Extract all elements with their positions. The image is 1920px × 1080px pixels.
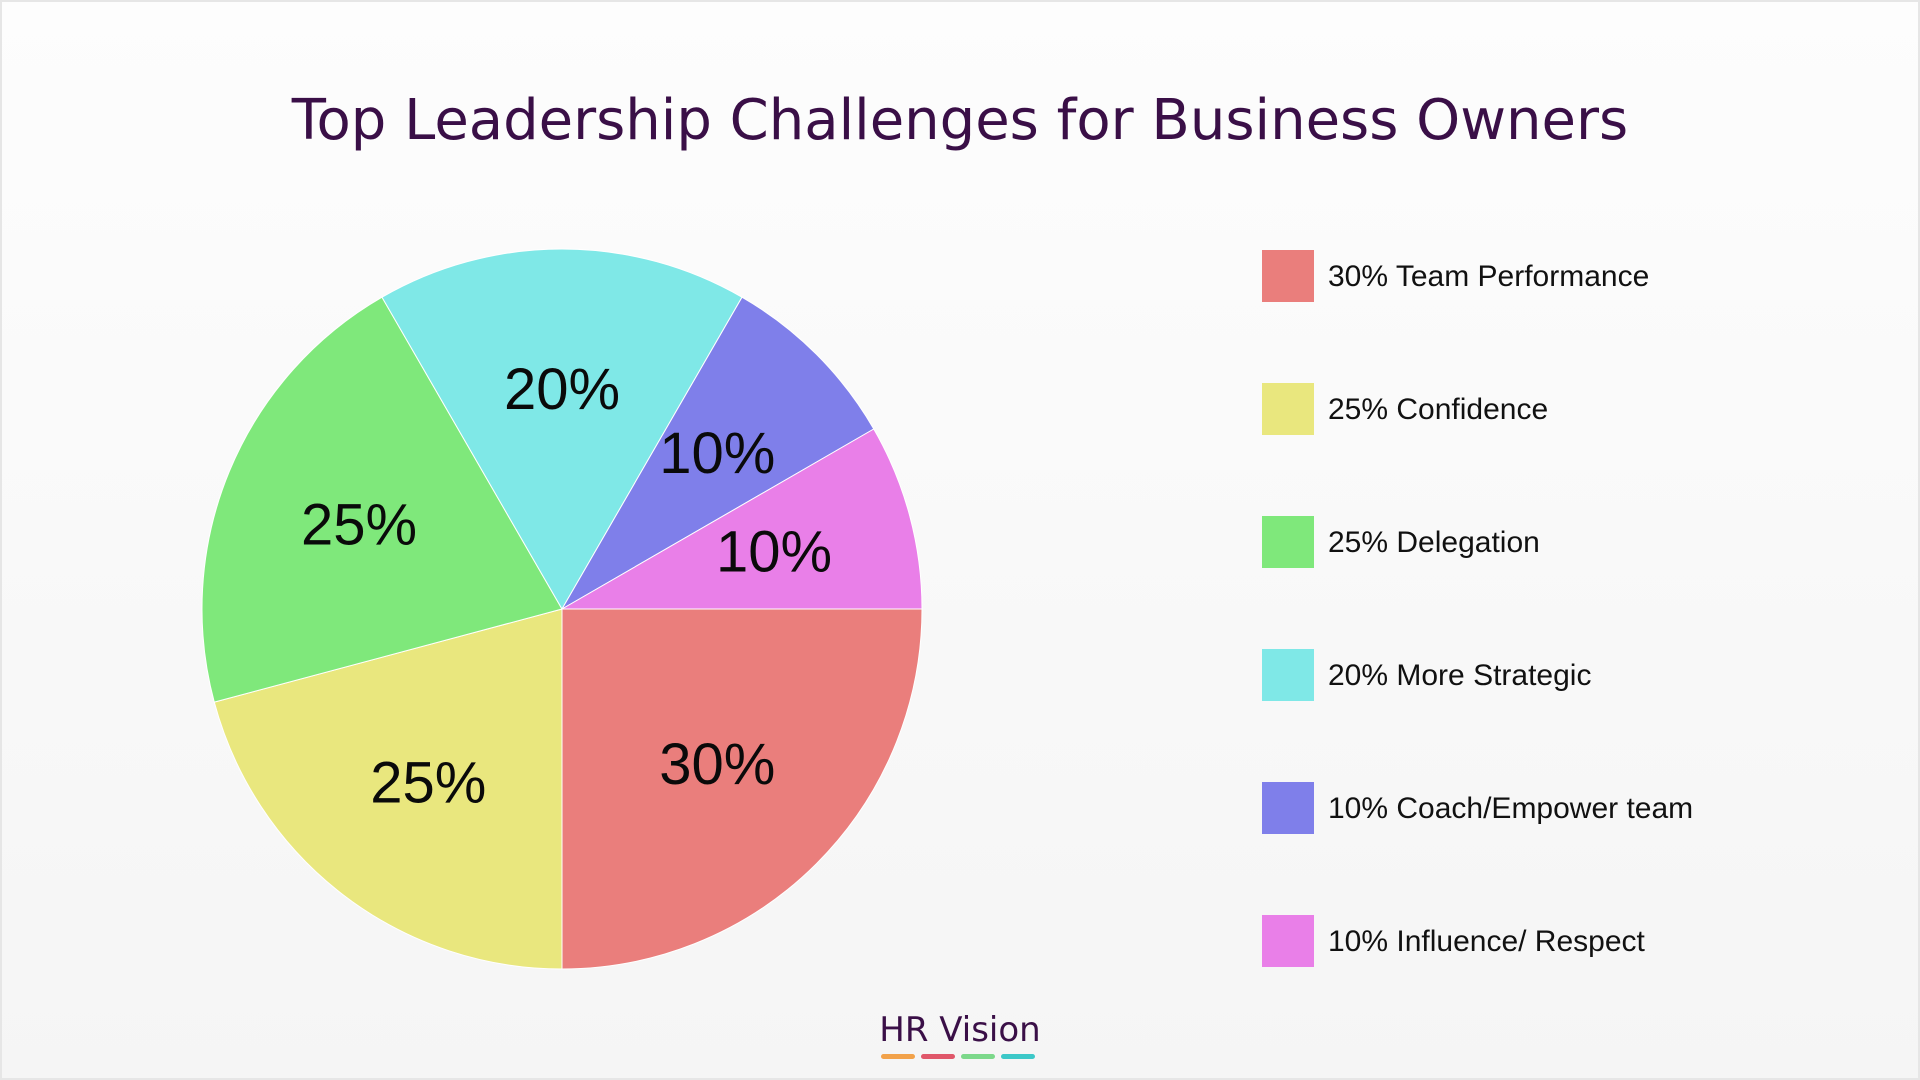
pie-slice-label-1: 25% (370, 751, 486, 816)
legend-label: 25% Confidence (1328, 393, 1549, 426)
legend-item: 25% Delegation (1262, 516, 1782, 568)
legend-swatch (1262, 383, 1314, 435)
legend-swatch (1262, 649, 1314, 701)
brand-logo: HR Vision (0, 1010, 1920, 1050)
legend-label: 25% Delegation (1328, 526, 1540, 559)
legend-swatch (1262, 782, 1314, 834)
pie-slice-3 (381, 248, 743, 611)
pie-slice-5 (560, 428, 923, 610)
pie-slice-1 (213, 608, 563, 970)
pie-slice-label-3: 20% (504, 357, 620, 422)
pie-slice-label-0: 30% (659, 732, 775, 797)
brand-bar (881, 1054, 915, 1059)
legend-swatch (1262, 915, 1314, 967)
pie-slice-0 (561, 608, 923, 970)
legend-swatch (1262, 250, 1314, 302)
legend-label: 10% Influence/ Respect (1328, 925, 1645, 958)
legend-label: 20% More Strategic (1328, 659, 1592, 692)
legend-item: 10% Coach/Empower team (1262, 782, 1782, 834)
chart-title: Top Leadership Challenges for Business O… (291, 88, 1629, 153)
pie-slice-4 (560, 296, 875, 611)
pie-slice-label-4: 10% (659, 421, 775, 486)
pie-slice-label-2: 25% (301, 493, 417, 558)
legend-swatch (1262, 516, 1314, 568)
brand-bar (921, 1054, 955, 1059)
pie-slices (201, 248, 923, 970)
legend-item: 25% Confidence (1262, 383, 1782, 435)
legend-item: 30% Team Performance (1262, 250, 1782, 302)
legend-label: 30% Team Performance (1328, 260, 1650, 293)
legend-item: 20% More Strategic (1262, 649, 1782, 701)
pie-slice-2 (201, 296, 563, 703)
pie-labels: 30% 25% 25% 20% 10% 10% (301, 357, 832, 816)
legend-item: 10% Influence/ Respect (1262, 915, 1782, 967)
brand-name: HR Vision (879, 1010, 1041, 1050)
pie-slice-label-5: 10% (716, 520, 832, 585)
legend-label: 10% Coach/Empower team (1328, 792, 1694, 825)
brand-bar (961, 1054, 995, 1059)
brand-bar (1001, 1054, 1035, 1059)
